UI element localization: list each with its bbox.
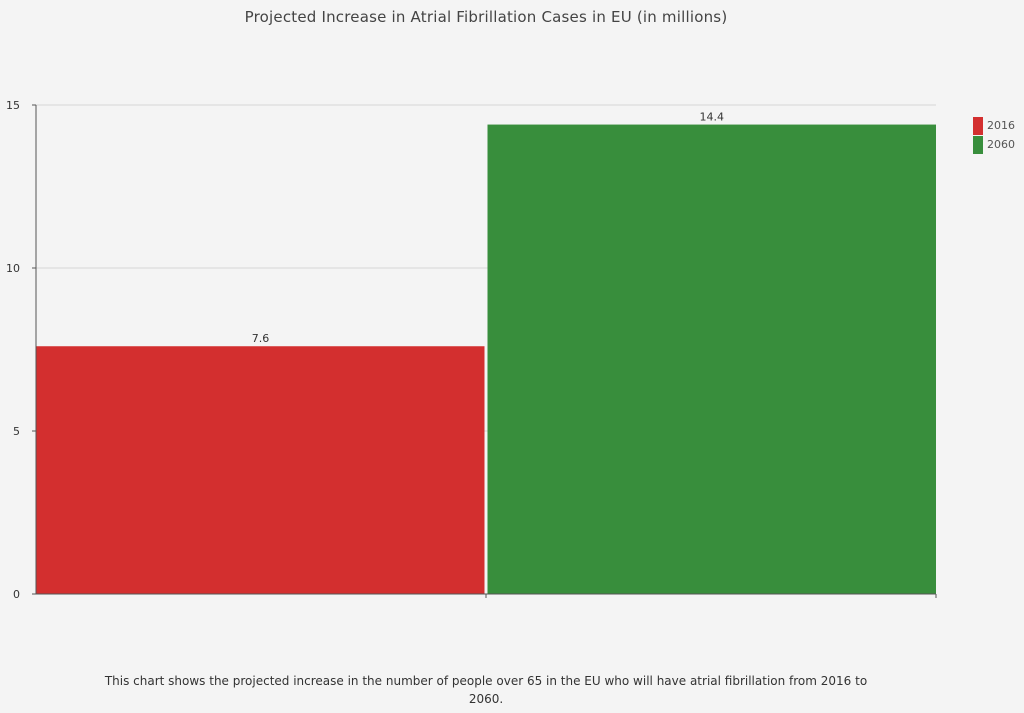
y-tick-label-0: 0 [13, 588, 20, 601]
y-tick-label-15: 15 [6, 99, 20, 112]
y-tick-label-10: 10 [6, 262, 20, 275]
y-tick-label-5: 5 [13, 425, 20, 438]
bar-2060 [487, 124, 936, 594]
legend-item-2060[interactable]: 2060 [973, 135, 1015, 154]
legend: 2016 2060 [973, 116, 1015, 154]
bar-2016 [36, 346, 485, 594]
data-label-2016: 7.6 [252, 332, 270, 345]
legend-swatch-2016 [973, 116, 983, 135]
legend-swatch-2060 [973, 135, 983, 154]
chart-title: Projected Increase in Atrial Fibrillatio… [244, 8, 728, 26]
legend-item-2016[interactable]: 2016 [973, 116, 1015, 135]
chart-caption: This chart shows the projected increase … [104, 674, 868, 706]
legend-label-2060: 2060 [987, 138, 1015, 151]
legend-label-2016: 2016 [987, 119, 1015, 132]
data-label-2060: 14.4 [700, 111, 725, 124]
